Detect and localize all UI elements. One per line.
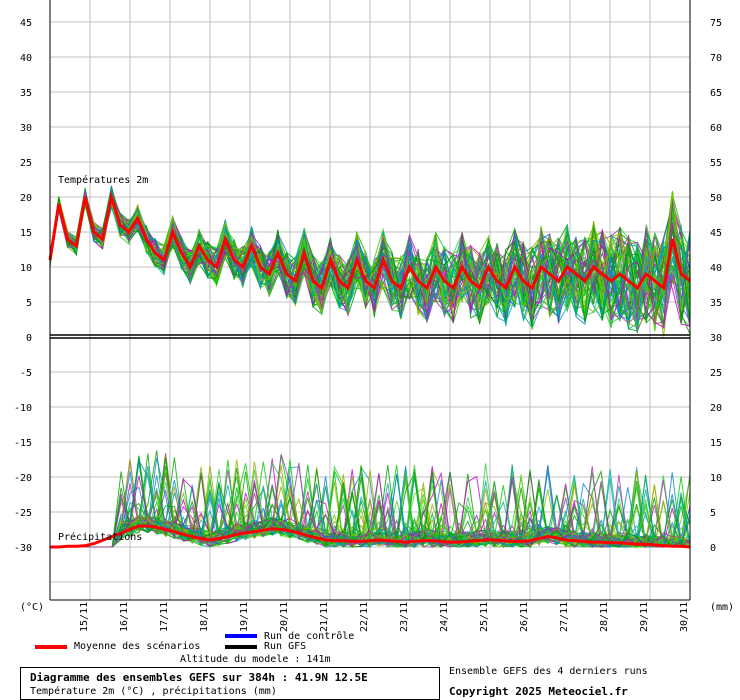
x-tick-label: 25/11 — [479, 602, 490, 632]
ensemble-spaghetti — [49, 185, 691, 549]
right-tick-label: 55 — [710, 158, 722, 169]
right-tick-label: 10 — [710, 473, 722, 484]
gfs-run-legend: Run GFS — [264, 641, 307, 652]
right-tick-label: 5 — [710, 508, 716, 519]
left-tick-label: -25 — [14, 508, 32, 519]
right-tick-label: 60 — [710, 123, 722, 134]
temperature-member-line — [49, 194, 691, 329]
x-tick-label: 17/11 — [159, 602, 170, 632]
x-tick-label: 30/11 — [679, 602, 690, 632]
left-tick-label: -5 — [20, 368, 32, 379]
left-unit-label: (°C) — [20, 602, 44, 613]
left-tick-label: -15 — [14, 438, 32, 449]
right-tick-label: 45 — [710, 228, 722, 239]
x-tick-label: 19/11 — [239, 602, 250, 632]
left-tick-label: -10 — [14, 403, 32, 414]
control-run-legend: Run de contrôle — [264, 631, 355, 642]
x-tick-label: 18/11 — [199, 602, 210, 632]
left-tick-label: 0 — [26, 333, 32, 344]
left-tick-label: 10 — [20, 263, 32, 274]
gfs-run-swatch — [225, 645, 257, 649]
left-tick-label: -30 — [14, 543, 32, 554]
x-tick-label: 15/11 — [79, 602, 90, 632]
info-box: Diagramme des ensembles GEFS sur 384h : … — [20, 667, 440, 700]
left-tick-label: 15 — [20, 228, 32, 239]
right-unit-label: (mm) — [710, 602, 734, 613]
left-tick-label: 5 — [26, 298, 32, 309]
right-tick-label: 75 — [710, 18, 722, 29]
mean-lines — [48, 191, 691, 549]
x-tick-label: 21/11 — [319, 602, 330, 632]
right-tick-label: 50 — [710, 193, 722, 204]
left-tick-label: 45 — [20, 18, 32, 29]
x-tick-label: 28/11 — [599, 602, 610, 632]
left-tick-label: 35 — [20, 88, 32, 99]
precipitation-member-line — [50, 466, 691, 549]
left-tick-label: 25 — [20, 158, 32, 169]
right-tick-label: 70 — [710, 53, 722, 64]
right-tick-label: 25 — [710, 368, 722, 379]
x-tick-label: 22/11 — [359, 602, 370, 632]
right-tick-label: 20 — [710, 403, 722, 414]
x-tick-label: 24/11 — [439, 602, 450, 632]
temperature-member-line — [49, 190, 691, 328]
ensemble-note: Ensemble GEFS des 4 derniers runs — [449, 666, 648, 677]
x-tick-label: 16/11 — [119, 602, 130, 632]
right-tick-label: 0 — [710, 543, 716, 554]
left-tick-label: 40 — [20, 53, 32, 64]
x-tick-label: 26/11 — [519, 602, 530, 632]
precipitation-label: Précipitations — [58, 531, 142, 543]
temperature-member-line — [49, 189, 691, 324]
model-altitude: Altitude du modele : 141m — [180, 654, 331, 665]
left-tick-label: 30 — [20, 123, 32, 134]
x-tick-label: 29/11 — [639, 602, 650, 632]
precipitation-member-line — [50, 474, 691, 548]
right-tick-label: 30 — [710, 333, 722, 344]
x-tick-label: 20/11 — [279, 602, 290, 632]
info-title: Diagramme des ensembles GEFS sur 384h : … — [30, 671, 368, 684]
right-tick-label: 15 — [710, 438, 722, 449]
left-tick-label: -20 — [14, 473, 32, 484]
left-tick-label: 20 — [20, 193, 32, 204]
right-tick-label: 40 — [710, 263, 722, 274]
copyright: Copyright 2025 Meteociel.fr — [449, 685, 628, 698]
control-run-swatch — [225, 634, 257, 638]
x-tick-label: 23/11 — [399, 602, 410, 632]
temperature-member-line — [49, 192, 691, 319]
info-subtitle: Température 2m (°C) , précipitations (mm… — [30, 686, 277, 697]
temperature-member-line — [49, 190, 691, 327]
temperature-mean-line — [48, 191, 691, 291]
right-tick-label: 35 — [710, 298, 722, 309]
precipitation-mean-line — [50, 524, 691, 549]
right-tick-label: 65 — [710, 88, 722, 99]
temperature-label: Températures 2m — [58, 174, 148, 186]
mean-swatch — [35, 645, 67, 649]
x-tick-label: 27/11 — [559, 602, 570, 632]
mean-legend: Moyenne des scénarios — [74, 641, 201, 652]
